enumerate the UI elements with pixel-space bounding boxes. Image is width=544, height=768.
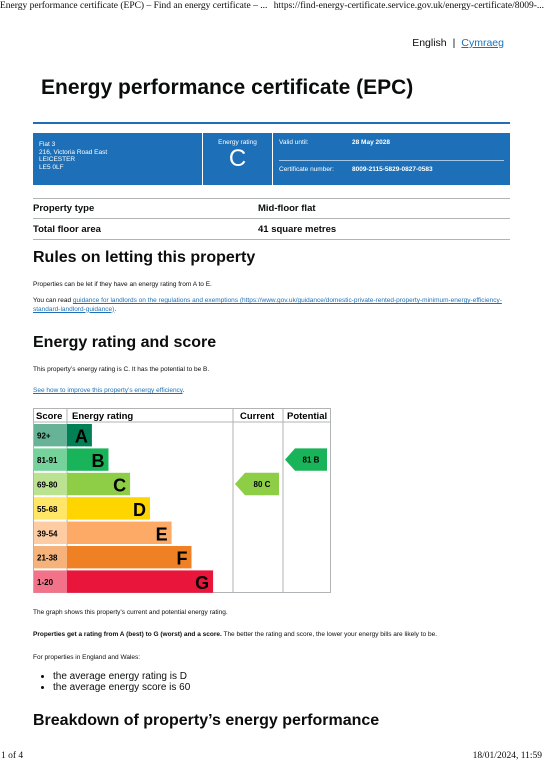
- england-wales-text: For properties in England and Wales:: [33, 654, 141, 661]
- score-range-label: 1-20: [37, 578, 54, 587]
- rating-bar-c: [67, 472, 131, 496]
- rating-bar-e: [67, 521, 172, 544]
- energy-rating-chart: Score Energy rating Current Potential 92+ A 81…: [33, 408, 331, 593]
- chart-header-energy-rating: Energy rating: [72, 411, 133, 422]
- rules-guidance-suffix: .: [114, 305, 117, 313]
- score-range-label: 69-80: [37, 481, 58, 490]
- rating-explanation-bold: Properties get a rating from A (best) to…: [33, 631, 222, 638]
- rules-guidance: You can read guidance for landlords on t…: [33, 297, 503, 314]
- floor-area-label: Total floor area: [33, 223, 101, 235]
- language-cymraeg-link[interactable]: Cymraeg: [461, 37, 504, 49]
- improve-efficiency: See how to improve this property’s energ…: [33, 387, 503, 396]
- energy-rating-label: Energy rating: [218, 139, 257, 146]
- energy-rating-box: Energy rating C: [203, 133, 273, 185]
- title-divider: [33, 122, 510, 124]
- chart-header-score: Score: [36, 411, 62, 422]
- rating-bar-letter: E: [156, 524, 168, 544]
- certificate-meta: Valid until: 28 May 2028 Certificate num…: [273, 133, 510, 185]
- rules-heading: Rules on letting this property: [33, 249, 256, 266]
- valid-until-label: Valid until:: [279, 139, 309, 146]
- graph-caption: The graph shows this property’s current …: [33, 609, 228, 616]
- rating-bar-a: [67, 424, 92, 447]
- print-page-number: 1 of 4: [1, 751, 24, 761]
- address-line: LEICESTER: [39, 156, 76, 163]
- print-header-title: Energy performance certificate (EPC) – F…: [0, 1, 268, 11]
- language-switcher: English | Cymraeg: [412, 37, 504, 49]
- floor-area-row: Total floor area 41 square metres: [33, 219, 510, 240]
- current-rating-label: 80 C: [254, 480, 271, 489]
- rating-bar-letter: D: [133, 500, 146, 520]
- score-range-label: 39-54: [37, 529, 58, 538]
- rating-bar-letter: G: [195, 573, 209, 593]
- score-range-label: 92+: [37, 432, 51, 441]
- score-band-cell: [34, 448, 67, 471]
- improve-efficiency-suffix: .: [182, 387, 185, 394]
- energy-rating-letter: C: [228, 145, 247, 172]
- landlord-guidance-link[interactable]: guidance for landlords on the regulation…: [33, 297, 502, 313]
- rating-explanation-rest: The better the rating and score, the low…: [221, 631, 437, 638]
- list-item: the average energy score is 60: [53, 682, 190, 693]
- score-range-label: 55-68: [37, 505, 58, 514]
- rating-bar-b: [67, 448, 109, 471]
- rating-bar-letter: F: [177, 549, 188, 569]
- rating-bar-d: [67, 497, 150, 520]
- rating-bar-letter: A: [75, 427, 88, 447]
- score-range-label: 21-38: [37, 554, 58, 563]
- certificate-summary: Flat 3 216, Victoria Road East LEICESTER…: [33, 133, 510, 185]
- print-footer: 1 of 4 18/01/2024, 11:59: [0, 751, 544, 765]
- language-separator: |: [452, 37, 456, 49]
- score-band-cell: [34, 424, 67, 447]
- floor-area-value: 41 square metres: [258, 223, 337, 235]
- score-band-cell: [34, 546, 67, 569]
- print-header-url: https://find-energy-certificate.service.…: [273, 1, 544, 11]
- property-type-value: Mid-floor flat: [258, 203, 316, 214]
- energy-rating-heading: Energy rating and score: [33, 334, 217, 351]
- score-range-label: 81-91: [37, 456, 58, 465]
- energy-rating-text: This property’s energy rating is C. It h…: [33, 366, 210, 373]
- print-header: Energy performance certificate (EPC) – F…: [0, 1, 544, 15]
- property-type-label: Property type: [33, 203, 95, 214]
- breakdown-heading: Breakdown of property’s energy performan…: [33, 712, 380, 729]
- score-band-cell: [34, 521, 67, 544]
- rules-text: Properties can be let if they have an en…: [33, 281, 212, 288]
- rules-guidance-prefix: You can read: [33, 297, 73, 304]
- score-band-cell: [34, 570, 67, 593]
- potential-rating-label: 81 B: [303, 456, 320, 465]
- print-timestamp: 18/01/2024, 11:59: [472, 751, 542, 761]
- potential-rating-arrow: [285, 448, 327, 471]
- list-item: the average energy rating is D: [53, 671, 190, 682]
- property-summary-table: Property type Mid-floor flat Total floor…: [33, 198, 510, 240]
- improve-efficiency-link[interactable]: See how to improve this property’s energ…: [33, 387, 183, 394]
- rating-bar-letter: B: [92, 451, 105, 471]
- rating-bar-f: [67, 546, 192, 569]
- address-line: Flat 3: [39, 141, 56, 148]
- address-line: 216, Victoria Road East: [39, 148, 108, 156]
- chart-header-current: Current: [240, 411, 275, 422]
- address-line: LE5 0LF: [39, 163, 64, 171]
- page-title: Energy performance certificate (EPC): [41, 76, 414, 99]
- certificate-number-value: 8009-2115-5829-0827-0583: [352, 166, 433, 173]
- score-band-cell: [34, 472, 67, 496]
- property-address: Flat 3 216, Victoria Road East LEICESTER…: [33, 133, 203, 185]
- chart-header-potential: Potential: [287, 411, 327, 422]
- property-type-row: Property type Mid-floor flat: [33, 198, 510, 219]
- language-current: English: [412, 37, 447, 49]
- rating-bar-letter: C: [113, 476, 126, 496]
- average-rating-list: the average energy rating is D the avera…: [47, 671, 190, 693]
- rating-bar-g: [67, 570, 214, 593]
- certificate-number-label: Certificate number:: [279, 166, 334, 173]
- score-band-cell: [34, 497, 67, 520]
- current-rating-arrow: [235, 472, 279, 496]
- valid-until-value: 28 May 2028: [352, 139, 390, 146]
- rating-explanation: Properties get a rating from A (best) to…: [33, 631, 503, 640]
